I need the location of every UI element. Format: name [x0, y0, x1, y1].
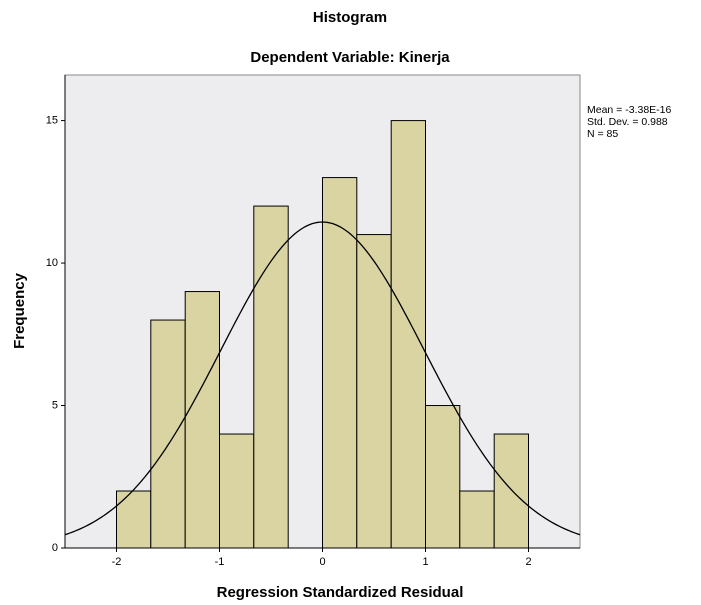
bar	[117, 491, 151, 548]
bar	[220, 434, 254, 548]
annotation: N = 85	[587, 128, 618, 140]
bar	[151, 320, 185, 548]
x-axis-title: Regression Standardized Residual	[217, 584, 464, 601]
bar	[460, 491, 494, 548]
x-tick-label: 0	[319, 556, 325, 568]
annotation: Mean = -3.38E-16	[587, 104, 672, 116]
y-tick-label: 5	[52, 399, 58, 411]
x-tick-label: -2	[112, 556, 122, 568]
annotation: Std. Dev. = 0.988	[587, 116, 668, 128]
chart: Histogram Dependent Variable: Kinerja Re…	[0, 0, 701, 605]
y-tick-label: 15	[46, 114, 58, 126]
y-tick-label: 10	[46, 257, 58, 269]
x-tick-label: 1	[422, 556, 428, 568]
bar	[426, 406, 460, 548]
bar	[254, 206, 288, 548]
bar	[494, 434, 528, 548]
x-tick-label: 2	[525, 556, 531, 568]
bar	[185, 292, 219, 548]
x-tick-label: -1	[215, 556, 225, 568]
chart-subtitle: Dependent Variable: Kinerja	[250, 49, 450, 66]
bar	[323, 178, 357, 548]
y-tick-label: 0	[52, 542, 58, 554]
y-axis-title: Frequency	[11, 272, 28, 349]
bar	[357, 235, 391, 548]
bar	[391, 121, 425, 548]
chart-title: Histogram	[313, 9, 387, 26]
